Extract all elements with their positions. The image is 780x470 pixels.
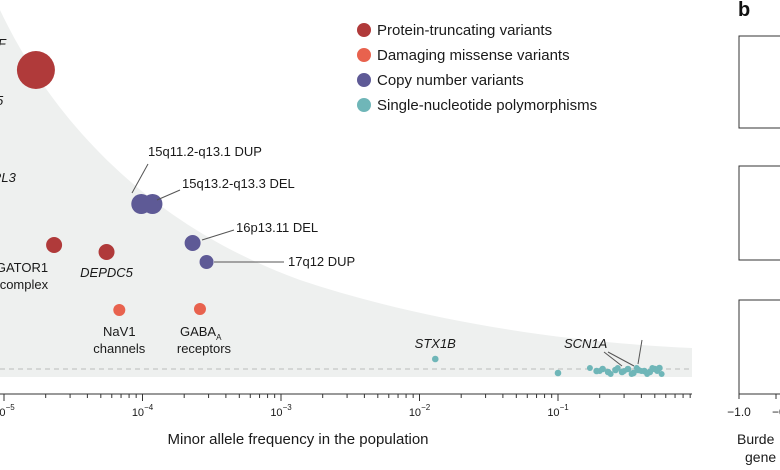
- point-labels: GATOR1 complex DEPDC5 NaV1 channels GABAArece…: [0, 144, 643, 367]
- snp-cluster-point: [638, 368, 645, 374]
- data-point: [98, 244, 115, 260]
- legend-marker: [357, 98, 371, 112]
- point-label: 15q11.2-q13.1 DUP: [148, 144, 262, 159]
- partial-label-1: F: [0, 36, 7, 51]
- data-point: [46, 237, 63, 253]
- snp-cluster-point: [628, 371, 635, 377]
- snp-cluster-point: [596, 368, 603, 374]
- point-label: complex: [0, 277, 49, 292]
- point-label: GATOR1: [0, 260, 48, 275]
- legend: Protein-truncating variants Damaging miss…: [357, 22, 597, 114]
- data-point: [431, 355, 439, 363]
- snp-cluster-point: [654, 368, 661, 374]
- point-label: DEPDC5: [80, 265, 134, 280]
- legend-marker: [357, 73, 371, 87]
- panel-b-box-2: [738, 165, 780, 261]
- panel-b-tick-label-1: −1.0: [727, 405, 751, 419]
- legend-label: Copy number variants: [377, 72, 524, 89]
- point-label: channels: [93, 341, 146, 356]
- data-point: [554, 369, 562, 377]
- x-axis-ticks: 10−5 10−4 10−3 10−2 10−1: [0, 394, 691, 419]
- partial-label-3: RL3: [0, 170, 17, 185]
- legend-label: Damaging missense variants: [377, 47, 570, 64]
- panel-b-box-3: [738, 299, 780, 395]
- point-label: NaV1: [103, 324, 136, 339]
- point-label: STX1B: [415, 336, 457, 351]
- leader-line: [201, 229, 235, 241]
- panel-b-box-1: [738, 35, 780, 129]
- panel-b-tick-label-2: −0: [772, 405, 780, 419]
- snp-cluster-point: [633, 365, 640, 371]
- data-points: [16, 51, 665, 377]
- data-point: [16, 51, 55, 89]
- snp-cluster-point: [607, 371, 614, 377]
- point-label: receptors: [177, 341, 232, 356]
- leader-line: [131, 163, 149, 194]
- data-point: [199, 255, 214, 269]
- data-point: [193, 303, 206, 315]
- x-tick-label: 10−4: [132, 403, 154, 419]
- snp-cluster-point: [621, 368, 628, 374]
- x-tick-label: 10−3: [270, 403, 292, 419]
- point-label: GABAA: [180, 324, 222, 342]
- leader-line: [637, 339, 643, 365]
- data-point: [113, 304, 126, 316]
- leader-line: [156, 189, 181, 201]
- snp-cluster-point: [649, 365, 656, 371]
- leader-line: [607, 351, 635, 367]
- confidence-region-layer: [0, 10, 692, 377]
- legend-label: Single-nucleotide polymorphisms: [377, 97, 597, 114]
- data-point: [142, 194, 163, 214]
- partial-label-2: 5: [0, 93, 4, 108]
- snp-cluster-point: [644, 371, 651, 377]
- point-label: 17q12 DUP: [288, 254, 355, 269]
- point-label: 15q13.2-q13.3 DEL: [182, 176, 295, 191]
- legend-label: Protein-truncating variants: [377, 22, 552, 39]
- shaded-region: [0, 10, 692, 377]
- data-point: [184, 235, 201, 251]
- x-axis-title: Minor allele frequency in the population: [168, 431, 429, 448]
- leader-line: [603, 351, 623, 367]
- legend-marker: [357, 48, 371, 62]
- snp-cluster-point: [614, 365, 621, 371]
- x-tick-label: 10−5: [0, 403, 15, 419]
- legend-marker: [357, 23, 371, 37]
- panel-b-xlabel-line-2: gene: [745, 449, 776, 465]
- x-tick-label: 10−1: [547, 403, 569, 419]
- snp-cluster-point: [586, 365, 593, 371]
- point-label: SCN1A: [564, 336, 607, 351]
- x-tick-label: 10−2: [409, 403, 431, 419]
- point-label: 16p13.11 DEL: [236, 220, 318, 235]
- panel-b-xlabel-line-1: Burde: [737, 431, 775, 447]
- snp-cluster-point: [658, 371, 665, 377]
- panel-b-label: b: [738, 0, 750, 21]
